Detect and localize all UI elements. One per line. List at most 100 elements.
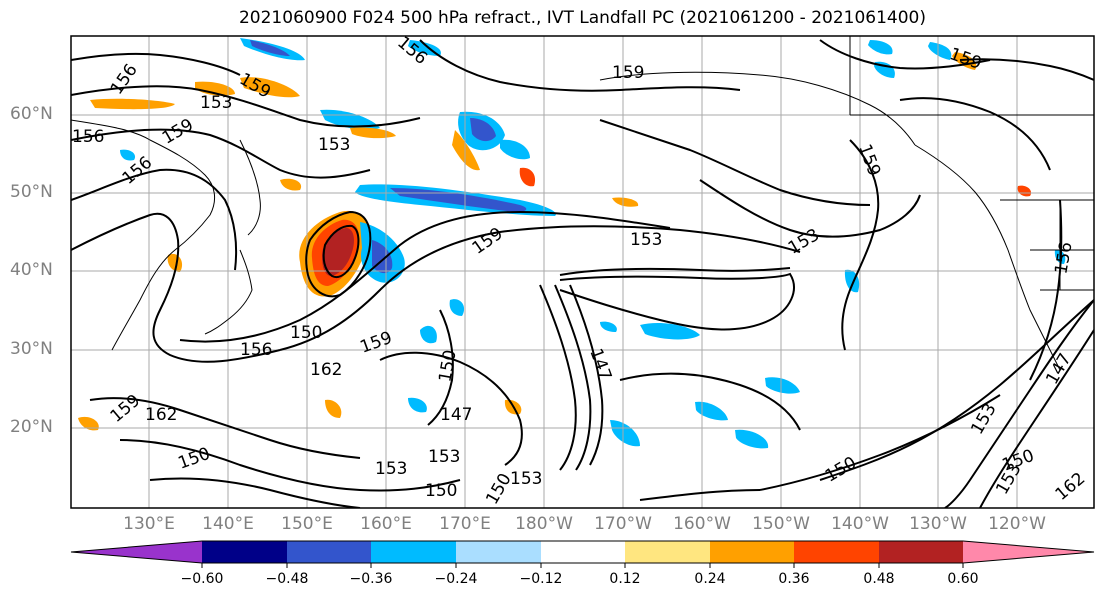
contour-line bbox=[179, 210, 671, 343]
contour-line bbox=[599, 119, 871, 206]
north-america-coastline bbox=[914, 144, 1061, 371]
kamchatka-coastline bbox=[239, 139, 261, 236]
negative-anomaly-patch bbox=[408, 397, 427, 413]
colorbar-tick-label: −0.12 bbox=[519, 571, 563, 587]
longitude-label: 120°W bbox=[988, 514, 1046, 534]
latitude-label: 30°N bbox=[10, 339, 53, 359]
positive-anomaly-patch bbox=[78, 416, 99, 431]
contour-line bbox=[1029, 199, 1063, 381]
contour-label: 150 bbox=[425, 481, 457, 501]
colorbar-tick-label: 0.60 bbox=[947, 571, 979, 587]
contour-line bbox=[639, 489, 761, 501]
contour-label: 159 bbox=[612, 63, 644, 83]
negative-anomaly-patch bbox=[390, 188, 527, 212]
latitude-label: 60°N bbox=[10, 104, 53, 124]
contour-line bbox=[71, 128, 371, 179]
contour-label: 162 bbox=[310, 360, 342, 380]
positive-anomaly-patch bbox=[240, 77, 300, 98]
contour-line bbox=[979, 329, 1094, 508]
contour-line bbox=[759, 394, 1001, 491]
contour-label: 156 bbox=[72, 127, 104, 147]
negative-anomaly-patch bbox=[868, 40, 893, 55]
contours bbox=[71, 39, 1094, 508]
longitude-label: 130°W bbox=[909, 514, 967, 534]
contour-label: 153 bbox=[318, 135, 350, 155]
colorbar-tick-label: −0.36 bbox=[349, 571, 393, 587]
contour-line bbox=[619, 372, 801, 431]
contour-line bbox=[322, 224, 360, 278]
positive-anomaly-patch bbox=[195, 81, 235, 96]
colorbar-tick-label: 0.36 bbox=[778, 571, 810, 587]
negative-anomaly-patch bbox=[640, 323, 700, 340]
positive-anomaly-patch bbox=[952, 52, 977, 70]
map-border bbox=[70, 35, 1095, 509]
contour-line bbox=[559, 267, 791, 276]
asia-coastline bbox=[71, 119, 216, 351]
contour-label: 150 bbox=[290, 323, 322, 343]
contour-label: 153 bbox=[200, 93, 232, 113]
negative-anomaly-patch bbox=[765, 377, 800, 394]
contour-line bbox=[841, 139, 880, 351]
contour-line bbox=[899, 97, 1051, 171]
colorbar-tick-label: 0.48 bbox=[863, 571, 895, 587]
longitude-label: 180°W bbox=[515, 514, 573, 534]
contour-line bbox=[71, 212, 281, 363]
contour-line bbox=[89, 397, 361, 459]
contour-line bbox=[71, 85, 421, 128]
longitude-label: 170°W bbox=[594, 514, 652, 534]
longitude-label: 140°E bbox=[202, 514, 254, 534]
positive-anomaly-patch bbox=[322, 228, 354, 276]
contour-line bbox=[305, 210, 372, 298]
longitude-label: 130°E bbox=[123, 514, 175, 534]
contour-label: 153 bbox=[375, 459, 407, 479]
contour-line bbox=[119, 439, 461, 492]
japan-coastline bbox=[204, 249, 253, 335]
contour-label: 156 bbox=[240, 340, 272, 360]
longitude-label: 170°E bbox=[439, 514, 491, 534]
contour-line bbox=[539, 284, 577, 471]
contour-line bbox=[427, 309, 454, 426]
latitude-label: 40°N bbox=[10, 260, 53, 280]
positive-anomaly-patch bbox=[325, 399, 342, 418]
positive-anomaly-patch bbox=[1017, 185, 1032, 197]
positive-anomaly-patch bbox=[350, 127, 396, 139]
latitude-label: 20°N bbox=[10, 417, 53, 437]
contour-line bbox=[554, 284, 592, 471]
colorbar-tick-label: 0.12 bbox=[609, 571, 641, 587]
longitude-label: 160°W bbox=[673, 514, 731, 534]
negative-anomaly-patch bbox=[470, 118, 496, 142]
positive-anomaly-patch bbox=[452, 130, 480, 171]
positive-anomaly-patch bbox=[612, 197, 639, 207]
longitude-label: 140°W bbox=[831, 514, 889, 534]
contour-label: 162 bbox=[145, 405, 177, 425]
negative-anomaly-patch bbox=[610, 420, 640, 447]
colorbar-tick-label: −0.60 bbox=[180, 571, 224, 587]
negative-anomaly-patch bbox=[449, 299, 465, 316]
contour-label: 153 bbox=[428, 447, 460, 467]
colorbar-tick-label: −0.48 bbox=[265, 571, 309, 587]
contour-line bbox=[699, 179, 921, 238]
contour-label: 147 bbox=[440, 405, 472, 425]
contour-line bbox=[559, 272, 795, 331]
colorbar-tick-label: −0.24 bbox=[434, 571, 478, 587]
contour-line bbox=[819, 39, 991, 70]
longitude-label: 150°W bbox=[752, 514, 810, 534]
canada-border bbox=[850, 114, 1094, 201]
contour-line bbox=[569, 284, 604, 466]
contour-label: 153 bbox=[630, 230, 662, 250]
negative-anomaly-patch bbox=[420, 325, 437, 344]
positive-anomaly-patch bbox=[167, 253, 183, 272]
contour-line bbox=[944, 299, 1094, 508]
positive-anomaly-patch bbox=[280, 178, 302, 191]
map-title: 2021060900 F024 500 hPa refract., IVT La… bbox=[238, 8, 926, 28]
contour-line bbox=[149, 477, 361, 508]
contour-line bbox=[419, 39, 741, 92]
contour-label: 153 bbox=[510, 469, 542, 489]
negative-anomaly-patch bbox=[120, 149, 136, 161]
negative-anomaly-patch bbox=[250, 40, 290, 56]
negative-anomaly-patch bbox=[600, 321, 617, 332]
positive-anomaly-patch bbox=[519, 167, 536, 187]
coastlines bbox=[71, 36, 1094, 371]
negative-anomaly-patch bbox=[695, 401, 728, 421]
